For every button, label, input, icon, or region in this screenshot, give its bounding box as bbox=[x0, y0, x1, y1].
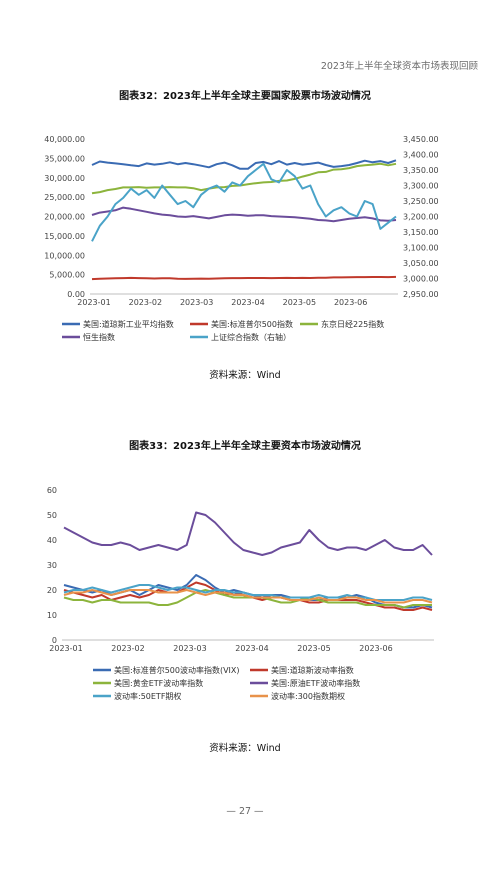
y-left-tick-label: 40 bbox=[47, 536, 57, 545]
series-line-5 bbox=[63, 589, 433, 604]
legend-label: 波动率:300指数期权 bbox=[271, 691, 345, 701]
y-right-tick-label: 3,000.00 bbox=[403, 275, 439, 284]
x-tick-label: 2023-01 bbox=[49, 644, 82, 653]
x-tick-label: 2023-02 bbox=[129, 298, 162, 307]
series-line-4 bbox=[63, 584, 433, 601]
y-left-tick-label: 15,000.00 bbox=[44, 232, 85, 241]
x-tick-label: 2023-03 bbox=[173, 644, 206, 653]
x-tick-label: 2023-05 bbox=[297, 644, 330, 653]
chart-33: 0 10 20 30 40 50 60 2023-01 2023-02 2023-03 2023-0… bbox=[47, 486, 434, 701]
legend-label: 上证综合指数（右轴） bbox=[211, 332, 291, 342]
y-right-tick-label: 3,350.00 bbox=[403, 166, 439, 175]
y-right-tick-label: 3,450.00 bbox=[403, 135, 439, 144]
y-left-tick-label: 50 bbox=[47, 511, 57, 520]
series-line-3 bbox=[63, 511, 433, 556]
y-right-tick-label: 3,400.00 bbox=[403, 151, 439, 160]
chart-33-source: 资料来源：Wind bbox=[209, 743, 281, 754]
series-line-3 bbox=[91, 206, 397, 223]
series-line-2 bbox=[91, 162, 397, 195]
x-tick-label: 2023-03 bbox=[180, 298, 213, 307]
x-tick-label: 2023-04 bbox=[231, 298, 264, 307]
y-left-tick-label: 30 bbox=[47, 561, 57, 570]
y-left-tick-label: 20 bbox=[47, 586, 57, 595]
legend-label: 东京日经225指数 bbox=[321, 319, 384, 329]
legend-label: 波动率:50ETF期权 bbox=[114, 691, 181, 701]
y-right-tick-label: 2,950.00 bbox=[403, 290, 439, 299]
y-left-tick-label: 60 bbox=[47, 486, 57, 495]
legend-label: 美国:道琼斯波动率指数 bbox=[271, 665, 354, 675]
legend-label: 美国:标准普尔500指数 bbox=[211, 319, 293, 329]
x-tick-label: 2023-02 bbox=[111, 644, 144, 653]
x-tick-label: 2023-04 bbox=[235, 644, 268, 653]
series-line-1 bbox=[91, 275, 397, 281]
y-right-tick-label: 3,150.00 bbox=[403, 228, 439, 237]
x-tick-label: 2023-06 bbox=[334, 298, 367, 307]
y-left-tick-label: 20,000.00 bbox=[44, 213, 85, 222]
x-tick-label: 2023-06 bbox=[359, 644, 392, 653]
y-left-tick-label: 35,000.00 bbox=[44, 154, 85, 163]
y-left-tick-label: 0.00 bbox=[67, 290, 85, 299]
chart-32-source: 资料来源：Wind bbox=[209, 370, 281, 381]
page-number: — 27 — bbox=[226, 806, 264, 817]
y-right-tick-label: 3,300.00 bbox=[403, 182, 439, 191]
legend-label: 美国:道琼斯工业平均指数 bbox=[83, 319, 174, 329]
x-tick-label: 2023-05 bbox=[283, 298, 316, 307]
y-right-tick-label: 3,050.00 bbox=[403, 259, 439, 268]
y-left-tick-label: 10 bbox=[47, 611, 57, 620]
y-left-tick-label: 25,000.00 bbox=[44, 193, 85, 202]
y-right-tick-label: 3,200.00 bbox=[403, 213, 439, 222]
y-right-tick-label: 3,250.00 bbox=[403, 197, 439, 206]
series-line-0 bbox=[91, 159, 397, 170]
legend-label: 美国:标准普尔500波动率指数(VIX) bbox=[114, 665, 240, 675]
y-right-tick-label: 3,100.00 bbox=[403, 244, 439, 253]
chart-33-title: 图表33：2023年上半年全球主要资本市场波动情况 bbox=[129, 441, 361, 452]
y-left-tick-label: 0 bbox=[52, 636, 57, 645]
chart-32: 0.00 5,000.00 10,000.00 15,000.00 20,000.00 2… bbox=[44, 135, 439, 342]
x-tick-label: 2023-01 bbox=[77, 298, 110, 307]
y-left-tick-label: 40,000.00 bbox=[44, 135, 85, 144]
legend-label: 恒生指数 bbox=[83, 332, 115, 342]
legend-label: 美国:原油ETF波动率指数 bbox=[271, 678, 360, 688]
series-line-2 bbox=[63, 589, 432, 609]
y-left-tick-label: 10,000.00 bbox=[44, 251, 85, 260]
series-line-4 bbox=[91, 162, 397, 242]
legend-label: 美国:黄金ETF波动率指数 bbox=[114, 678, 203, 688]
y-left-tick-label: 30,000.00 bbox=[44, 174, 85, 183]
page-header: 2023年上半年全球资本市场表现回顾 bbox=[320, 61, 478, 72]
y-left-tick-label: 5,000.00 bbox=[49, 271, 85, 280]
chart-32-title: 图表32：2023年上半年全球主要国家股票市场波动情况 bbox=[119, 91, 371, 102]
